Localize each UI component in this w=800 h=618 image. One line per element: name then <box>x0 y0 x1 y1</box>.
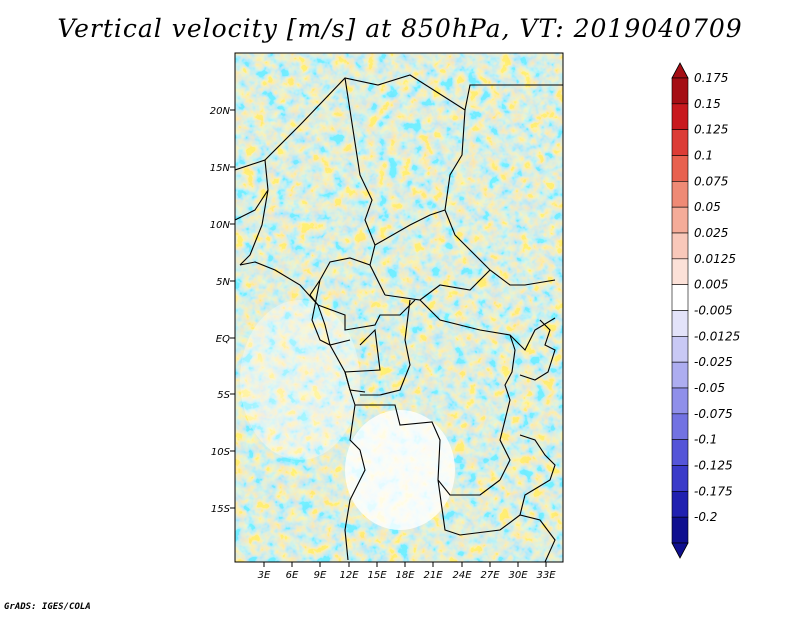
colorbar-swatch <box>671 103 689 130</box>
map-title: Vertical velocity [m/s] at 850hPa, VT: 2… <box>57 14 743 43</box>
colorbar-label: 0.075 <box>694 174 728 188</box>
lon-label-33e: 33E <box>536 570 556 581</box>
velocity-field <box>235 53 563 562</box>
longitude-axis: 3E 6E 9E 12E 15E 18E 21E 24E 27E 30E 33E <box>258 570 557 581</box>
colorbar-label: -0.125 <box>694 459 733 473</box>
colorbar-swatch <box>671 336 689 363</box>
colorbar-label: 0.05 <box>694 200 721 214</box>
colorbar-swatch <box>671 284 689 311</box>
colorbar-label: 0.1 <box>694 149 713 163</box>
colorbar-label: -0.175 <box>694 484 733 498</box>
colorbar-swatch <box>671 465 689 492</box>
lon-label-15e: 15E <box>367 570 387 581</box>
lat-label-5s: 5S <box>217 390 230 401</box>
latitude-ticks <box>230 109 235 509</box>
lon-label-21e: 21E <box>423 570 443 581</box>
colorbar-label: 0.005 <box>694 278 728 292</box>
colorbar-label: -0.0125 <box>694 329 740 343</box>
colorbar-swatch <box>671 232 689 260</box>
lat-label-20n: 20N <box>210 106 231 117</box>
longitude-ticks <box>263 562 547 567</box>
colorbar-swatch <box>671 155 689 182</box>
lat-label-10n: 10N <box>210 220 231 231</box>
colorbar-top-arrow <box>671 62 689 79</box>
colorbar-swatch <box>671 491 689 518</box>
colorbar-swatch <box>671 310 689 337</box>
lon-label-30e: 30E <box>508 570 528 581</box>
colorbar-swatch <box>671 516 689 544</box>
colorbar-label: 0.025 <box>694 226 728 240</box>
lat-label-10s: 10S <box>211 447 231 458</box>
colorbar-swatch <box>671 77 689 105</box>
lat-label-eq: EQ <box>216 334 230 345</box>
grads-credit: GrADS: IGES/COLA <box>4 602 91 612</box>
lon-label-24e: 24E <box>452 570 472 581</box>
colorbar-swatch <box>671 439 689 466</box>
lon-label-12e: 12E <box>339 570 359 581</box>
colorbar-swatch <box>671 181 689 208</box>
lon-label-9e: 9E <box>314 570 327 581</box>
colorbar-swatch <box>671 387 689 415</box>
colorbar-label: -0.025 <box>694 355 733 369</box>
lat-label-15s: 15S <box>211 504 231 515</box>
colorbar: 0.175 0.15 0.125 0.1 0.075 0.05 0.025 0.0125 0.0… <box>671 62 740 559</box>
colorbar-label: 0.15 <box>694 97 721 111</box>
colorbar-label: -0.2 <box>694 510 717 524</box>
colorbar-swatch <box>671 361 689 389</box>
colorbar-swatch <box>671 129 689 156</box>
lon-label-6e: 6E <box>286 570 299 581</box>
latitude-axis: 20N 15N 10N 5N EQ 5S 10S 15S <box>210 106 231 515</box>
country-borders <box>235 74 563 562</box>
colorbar-label: -0.05 <box>694 381 725 395</box>
colorbar-label: 0.175 <box>694 71 728 85</box>
colorbar-label: 0.0125 <box>694 252 736 266</box>
colorbar-swatch <box>671 206 689 234</box>
lat-label-15n: 15N <box>210 163 231 174</box>
colorbar-swatch <box>671 258 689 285</box>
colorbar-bottom-arrow <box>671 542 689 559</box>
colorbar-label: -0.1 <box>694 433 717 447</box>
colorbar-label: -0.005 <box>694 304 733 318</box>
map-frame <box>234 52 564 563</box>
lat-label-5n: 5N <box>216 277 230 288</box>
colorbar-label: -0.075 <box>694 407 733 421</box>
lon-label-18e: 18E <box>395 570 415 581</box>
lon-label-27e: 27E <box>480 570 500 581</box>
lon-label-3e: 3E <box>258 570 271 581</box>
colorbar-swatch <box>671 413 689 440</box>
colorbar-label: 0.125 <box>694 123 728 137</box>
